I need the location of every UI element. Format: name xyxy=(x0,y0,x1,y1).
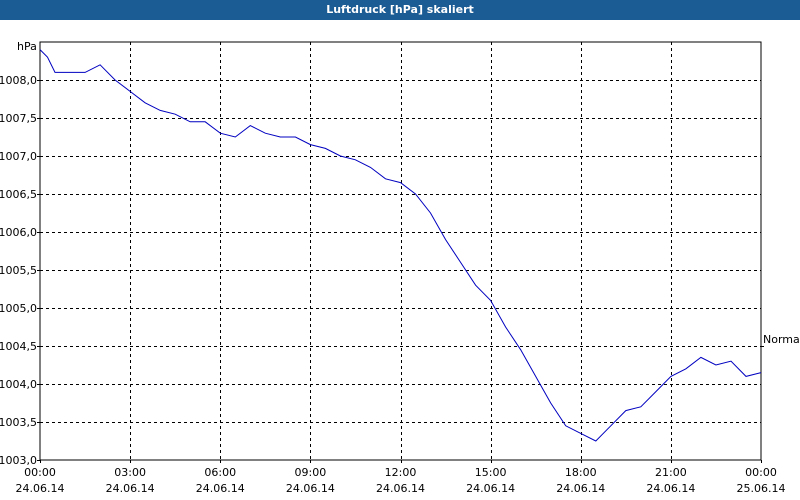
x-tick-time: 15:00 xyxy=(475,466,507,479)
x-tick-date: 24.06.14 xyxy=(376,482,425,495)
y-tick-label: 1007,5 xyxy=(0,112,37,125)
x-tick-time: 00:00 xyxy=(745,466,777,479)
grid-group xyxy=(40,42,761,460)
y-tick-label: 1008,0 xyxy=(0,74,37,87)
x-tick-date: 24.06.14 xyxy=(286,482,335,495)
x-tick-time: 00:00 xyxy=(24,466,56,479)
y-tick-label: 1005,5 xyxy=(0,264,37,277)
x-tick-time: 09:00 xyxy=(295,466,327,479)
plot-frame-group xyxy=(39,41,762,461)
y-tick-label: 1004,5 xyxy=(0,340,37,353)
reference-line-label: Normal xyxy=(763,333,800,346)
y-axis-ticks: 1003,0 1003,5 1004,0 1004,5 1005,0 1005,5 1006… xyxy=(0,74,764,467)
y-tick-label: 1007,0 xyxy=(0,150,37,163)
x-axis-ticks: 00:00 24.06.14 03:00 24.06.14 06:00 24.06.14 0… xyxy=(16,460,786,495)
x-tick-date: 24.06.14 xyxy=(466,482,515,495)
series-group xyxy=(39,49,762,442)
x-tick-date: 24.06.14 xyxy=(16,482,65,495)
x-tick-date: 24.06.14 xyxy=(196,482,245,495)
x-tick-date: 24.06.14 xyxy=(646,482,695,495)
x-tick-date: 24.06.14 xyxy=(106,482,155,495)
y-tick-label: 1006,0 xyxy=(0,226,37,239)
y-tick-label: 1003,5 xyxy=(0,416,37,429)
window-title: Luftdruck [hPa] skaliert xyxy=(0,0,800,20)
chart-area: 1003,0 1003,5 1004,0 1004,5 1005,0 1005,5 1006… xyxy=(0,40,800,495)
y-axis-label: hPa xyxy=(17,40,37,53)
plot-frame xyxy=(39,41,762,461)
y-tick-label: 1006,5 xyxy=(0,188,37,201)
series-line xyxy=(39,49,762,442)
x-tick-time: 21:00 xyxy=(655,466,687,479)
x-tick-time: 06:00 xyxy=(204,466,236,479)
x-tick-date: 25.06.14 xyxy=(737,482,786,495)
x-tick-time: 12:00 xyxy=(385,466,417,479)
x-tick-date: 24.06.14 xyxy=(556,482,605,495)
x-tick-time: 18:00 xyxy=(565,466,597,479)
x-tick-time: 03:00 xyxy=(114,466,146,479)
y-tick-label: 1003,0 xyxy=(0,454,37,467)
y-tick-label: 1004,0 xyxy=(0,378,37,391)
y-tick-label: 1005,0 xyxy=(0,302,37,315)
